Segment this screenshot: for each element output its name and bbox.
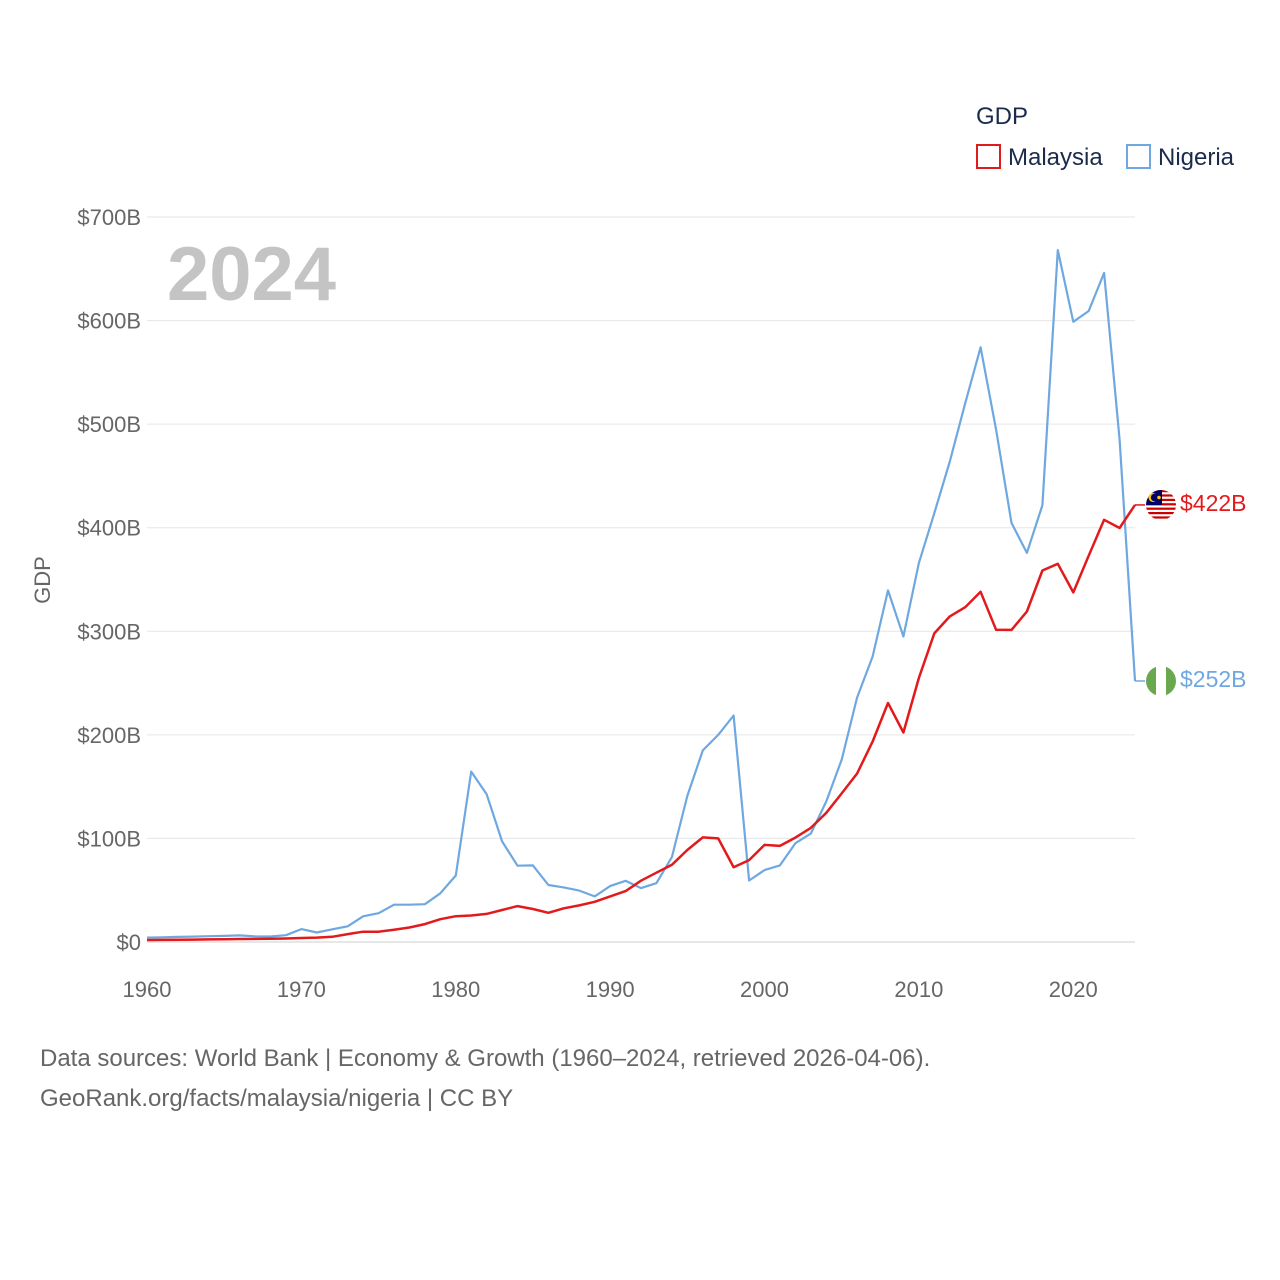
series-lines [146, 249, 1145, 942]
y-tick-label: $600B [77, 309, 141, 334]
legend-item-malaysia[interactable]: Malaysia [976, 144, 1103, 171]
y-axis-ticks: $0 $100B $200B $300B $400B $500B $600B $700B [77, 205, 141, 955]
x-tick-label: 2010 [894, 977, 943, 1002]
y-tick-label: $100B [77, 826, 141, 851]
year-watermark: 2024 [167, 232, 336, 317]
y-tick-label: $0 [117, 930, 141, 955]
x-tick-label: 2000 [740, 977, 789, 1002]
legend-item-nigeria[interactable]: Nigeria [1126, 144, 1235, 171]
x-tick-label: 1980 [431, 977, 480, 1002]
y-tick-label: $500B [77, 412, 141, 437]
series-line-nigeria[interactable] [146, 249, 1137, 939]
y-tick-label: $400B [77, 516, 141, 541]
end-label-nigeria: $252B [1180, 666, 1247, 692]
x-tick-label: 2020 [1049, 977, 1098, 1002]
x-tick-label: 1960 [123, 977, 172, 1002]
x-tick-label: 1990 [586, 977, 635, 1002]
series-line-malaysia[interactable] [146, 504, 1137, 942]
grid-lines [147, 216, 1135, 943]
legend[interactable]: GDP Malaysia Nigeria [976, 103, 1235, 171]
y-tick-label: $200B [77, 723, 141, 748]
y-tick-label: $700B [77, 205, 141, 230]
legend-swatch-malaysia [976, 144, 1001, 169]
y-tick-label: $300B [77, 619, 141, 644]
x-tick-label: 1970 [277, 977, 326, 1002]
x-axis-ticks: 1960 1970 1980 1990 2000 2010 2020 [123, 977, 1098, 1002]
y-axis-title: GDP [30, 556, 55, 604]
source-link[interactable]: GeoRank.org/facts/malaysia/nigeria | CC … [40, 1085, 514, 1112]
nigeria-flag-icon [1146, 666, 1176, 696]
legend-title: GDP [976, 103, 1028, 130]
source-note: Data sources: World Bank | Economy & Gro… [40, 1045, 931, 1072]
legend-label-malaysia: Malaysia [1008, 144, 1103, 171]
malaysia-flag-icon [1146, 490, 1176, 520]
legend-swatch-nigeria [1126, 144, 1151, 169]
legend-label-nigeria: Nigeria [1158, 144, 1235, 171]
end-label-malaysia: $422B [1180, 490, 1247, 516]
